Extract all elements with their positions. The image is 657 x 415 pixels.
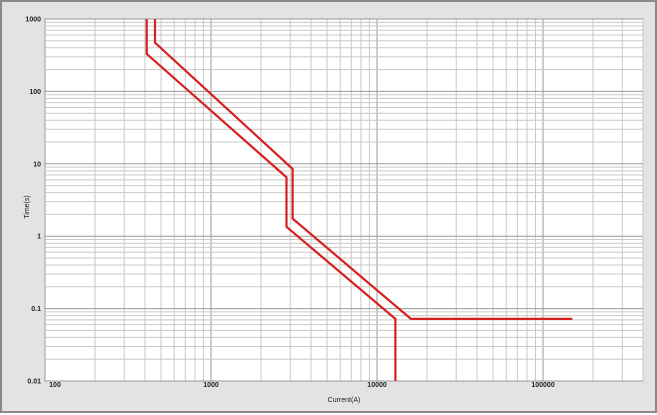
curve-line-2 [153,19,573,320]
y-tick-label: 10 [33,161,41,168]
x-tick-label: 100 [49,382,61,389]
y-tick-label: 0.1 [31,306,41,313]
y-tick-label: 0.01 [27,379,41,386]
curve-line-1 [145,19,397,381]
x-tick-label: 100000 [531,382,554,389]
x-tick-labels: 100 1000 10000 100000 [49,382,555,389]
y-tick-label: 1 [37,234,41,241]
y-tick-label: 1000 [25,17,41,24]
y-axis-label: Time(s) [24,195,31,218]
y-tick-label: 100 [29,89,41,96]
x-tick-label: 10000 [367,382,387,389]
plot-area [44,18,644,382]
series-lines [145,19,573,381]
x-axis-label: Current(A) [328,397,361,404]
x-tick-label: 1000 [203,382,219,389]
y-tick-labels: 1000 100 10 1 0.1 0.01 [25,17,41,386]
